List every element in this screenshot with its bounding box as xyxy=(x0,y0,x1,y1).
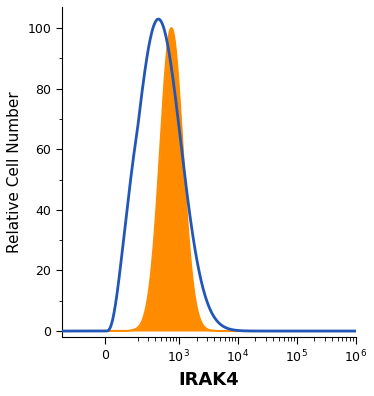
Y-axis label: Relative Cell Number: Relative Cell Number xyxy=(7,91,22,253)
X-axis label: IRAK4: IRAK4 xyxy=(178,371,239,389)
